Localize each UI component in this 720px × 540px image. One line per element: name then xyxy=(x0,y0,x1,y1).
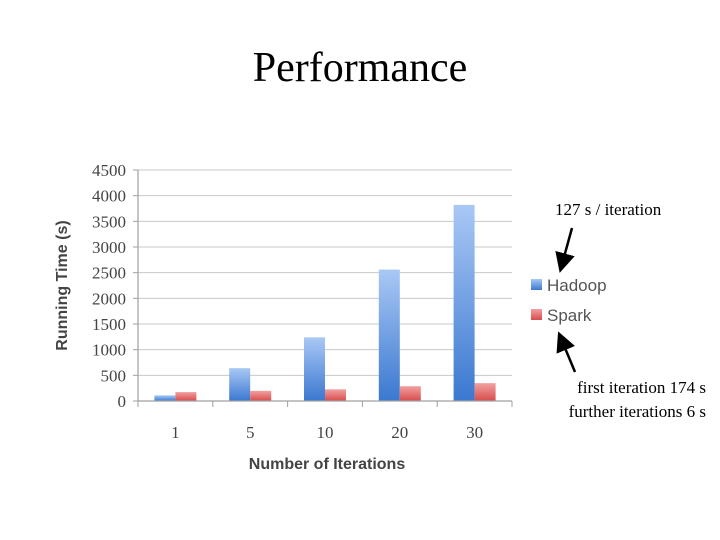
y-axis-label: Running Time (s) xyxy=(54,220,71,350)
spark-bar xyxy=(175,392,197,401)
spark-annotation-line1: first iteration 174 s xyxy=(577,378,706,397)
spark-bar xyxy=(250,390,272,401)
bars xyxy=(154,204,496,401)
hadoop-bar xyxy=(378,269,400,401)
hadoop-annotation: 127 s / iteration xyxy=(555,200,662,219)
legend-swatch-hadoop xyxy=(531,279,542,290)
y-tick-label: 3500 xyxy=(92,212,126,231)
spark-annotation: first iteration 174 s further iterations… xyxy=(526,376,706,424)
x-tick-label: 20 xyxy=(391,423,408,442)
y-tick-label: 2500 xyxy=(92,264,126,283)
y-tick-label: 2000 xyxy=(92,289,126,308)
y-tick-label: 4000 xyxy=(92,187,126,206)
x-tick-label: 30 xyxy=(466,423,483,442)
y-tick-label: 0 xyxy=(118,392,127,411)
x-tick-label: 1 xyxy=(171,423,180,442)
slide-title: Performance xyxy=(252,45,468,91)
y-tick-label: 3000 xyxy=(92,238,126,257)
spark-annotation-line2: further iterations 6 s xyxy=(568,402,706,421)
arrow-to-hadoop xyxy=(555,227,575,273)
hadoop-bar xyxy=(154,395,176,401)
hadoop-bar xyxy=(229,368,251,401)
axes xyxy=(137,170,513,407)
legend-swatch-spark xyxy=(531,309,542,320)
y-tick-labels: 0 500 1000 1500 2000 2500 3000 3500 4000 4500 xyxy=(92,161,126,411)
spark-bar xyxy=(474,383,496,401)
y-tick-label: 4500 xyxy=(92,161,126,180)
x-axis-label: Number of Iterations xyxy=(249,456,406,473)
x-tick-label: 5 xyxy=(246,423,255,442)
y-tick-label: 500 xyxy=(101,366,127,385)
spark-bar xyxy=(325,389,346,401)
hadoop-bar xyxy=(453,204,475,401)
x-tick-labels: 1 5 10 20 30 xyxy=(171,423,483,442)
y-tick-label: 1000 xyxy=(92,341,126,360)
spark-bar xyxy=(399,386,421,401)
x-tick-label: 10 xyxy=(317,423,334,442)
y-tick-label: 1500 xyxy=(92,315,126,334)
legend-label-spark: Spark xyxy=(547,306,592,325)
legend: Hadoop Spark xyxy=(531,276,607,325)
hadoop-bar xyxy=(304,337,325,401)
arrow-to-spark xyxy=(556,331,577,373)
legend-label-hadoop: Hadoop xyxy=(547,276,607,295)
